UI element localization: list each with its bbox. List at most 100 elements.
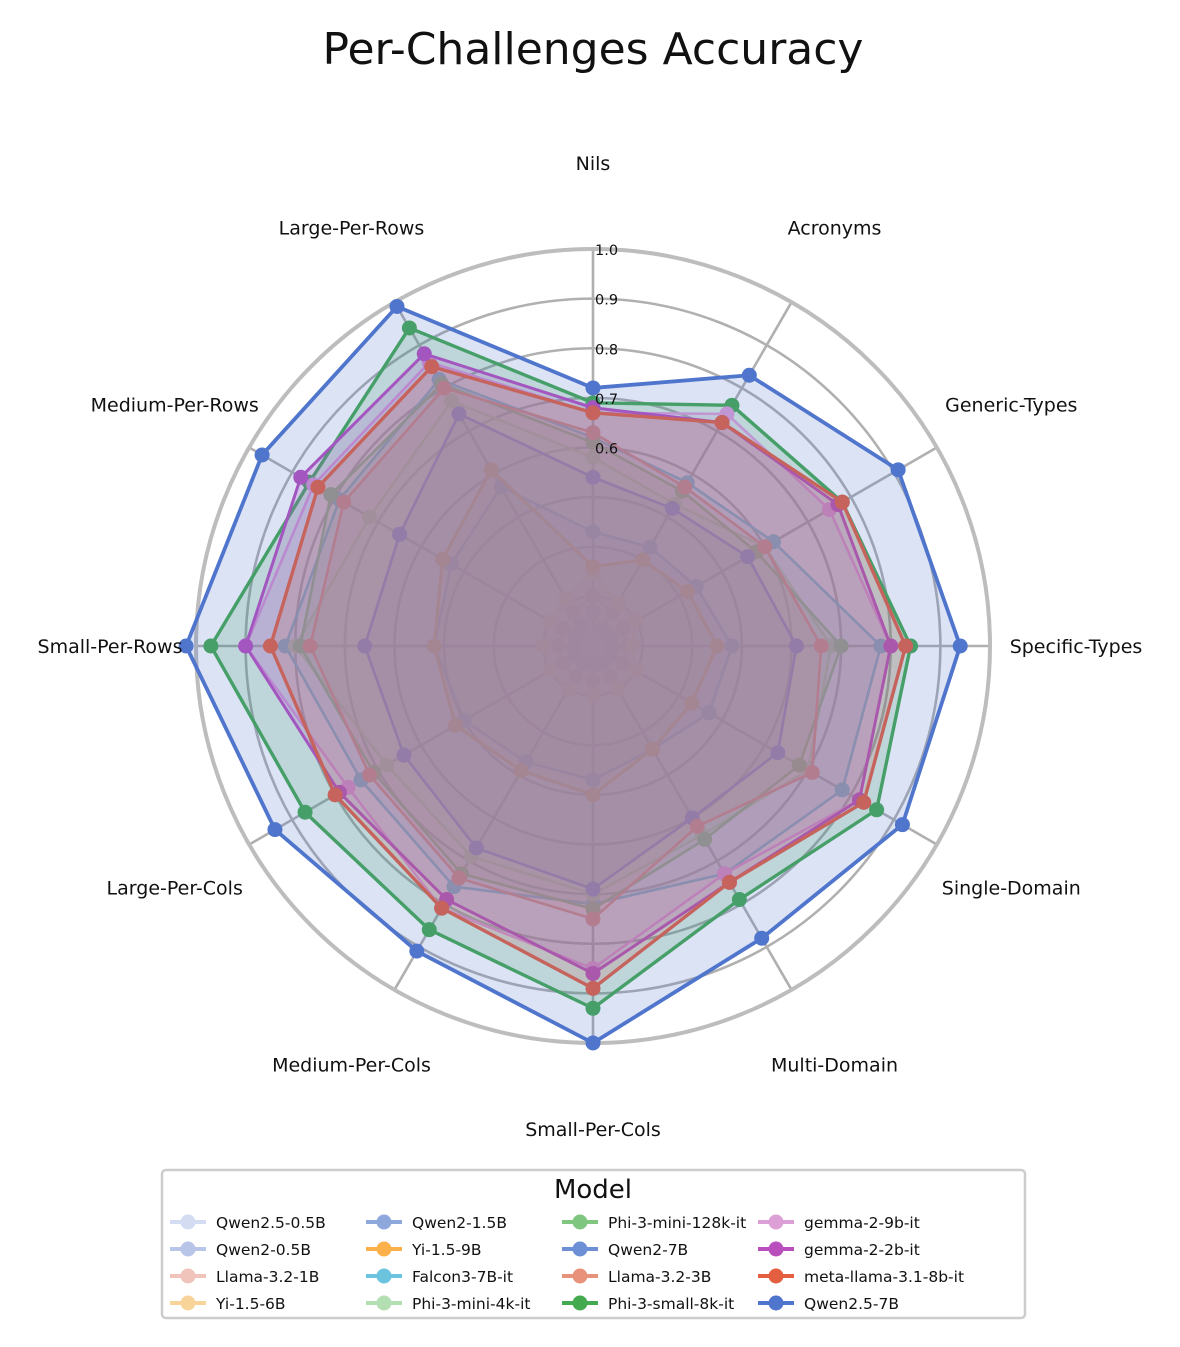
data-point-Acronyms [714, 415, 730, 431]
data-point-Small-Per-Cols [585, 688, 601, 704]
data-point-Multi-Domain [645, 741, 661, 757]
data-point-Large-Per-Rows [444, 393, 460, 409]
data-point-Large-Per-Cols [267, 822, 283, 838]
data-point-Multi-Domain [754, 930, 770, 946]
legend-title: Model [554, 1175, 632, 1205]
data-point-Single-Domain [770, 745, 786, 761]
data-point-Small-Per-Rows [426, 638, 442, 654]
legend-swatch-marker [572, 1214, 588, 1230]
legend-label: Qwen2-1.5B [412, 1214, 507, 1232]
data-point-Medium-Per-Cols [568, 668, 584, 684]
legend-label: Phi-3-mini-4k-it [412, 1295, 530, 1313]
data-point-Small-Per-Cols [585, 980, 601, 996]
category-label: Multi-Domain [771, 1054, 898, 1076]
data-point-Single-Domain [615, 655, 631, 671]
data-point-Large-Per-Rows [565, 604, 581, 620]
data-point-Nils [585, 588, 601, 604]
legend-label: Qwen2.5-7B [804, 1295, 899, 1313]
category-label: Medium-Per-Rows [91, 395, 259, 417]
data-point-Small-Per-Rows [535, 638, 551, 654]
data-point-Large-Per-Cols [542, 663, 558, 679]
data-point-Large-Per-Cols [297, 804, 313, 820]
data-point-Specific-Types [952, 638, 968, 654]
data-point-Nils [585, 559, 601, 575]
category-label: Small-Per-Rows [38, 636, 183, 658]
data-point-Small-Per-Cols [585, 966, 601, 982]
data-point-Medium-Per-Rows [310, 479, 326, 495]
data-point-Single-Domain [701, 705, 717, 721]
data-point-Generic-Types [890, 462, 906, 478]
legend-swatch-marker [180, 1214, 196, 1230]
series-fill [364, 413, 797, 890]
legend-swatch-marker [376, 1214, 392, 1230]
series-fill [285, 379, 881, 905]
data-point-Medium-Per-Rows [435, 551, 451, 567]
data-point-Acronyms [664, 500, 680, 516]
data-point-Large-Per-Rows [451, 406, 467, 422]
data-point-Specific-Types [709, 638, 725, 654]
tick-label: 0.7 [595, 392, 618, 408]
data-point-Nils [585, 603, 601, 619]
tick-label: 1.0 [595, 243, 618, 259]
legend-swatch-marker [768, 1241, 784, 1257]
data-point-Single-Domain [869, 802, 885, 818]
data-point-Small-Per-Rows [262, 638, 278, 654]
data-point-Small-Per-Rows [302, 638, 318, 654]
category-label: Acronyms [788, 218, 882, 240]
tick-label: 0.6 [595, 442, 618, 458]
data-point-Specific-Types [883, 638, 899, 654]
series-fill [245, 353, 891, 974]
data-point-Generic-Types [615, 621, 631, 637]
category-label: Single-Domain [942, 878, 1081, 900]
data-point-Medium-Per-Rows [254, 447, 270, 463]
data-point-Generic-Types [628, 613, 644, 629]
legend-frame [160, 1168, 1027, 1320]
data-point-Multi-Domain [610, 681, 626, 697]
legend: Model Qwen2.5-0.5B Qwen2-0.5B Llama-3.2-1B… [160, 1168, 1027, 1320]
data-point-Specific-Types [813, 638, 829, 654]
legend-label: Yi-1.5-9B [411, 1241, 482, 1259]
series-fill [245, 362, 891, 969]
legend-label: Qwen2-0.5B [216, 1241, 311, 1259]
data-point-Medium-Per-Cols [451, 870, 467, 886]
legend-label: Phi-3-mini-128k-it [608, 1214, 746, 1232]
legend-item: Qwen2.5-7B [758, 1295, 899, 1313]
legend-swatch-marker [768, 1268, 784, 1284]
data-point-Multi-Domain [697, 831, 713, 847]
series-meta-llama-3.1-8b-it [262, 359, 914, 996]
data-point-Generic-Types [834, 494, 850, 510]
data-point-Generic-Types [740, 549, 756, 565]
data-point-Small-Per-Rows [203, 638, 219, 654]
legend-item: Qwen2-1.5B [366, 1214, 507, 1232]
data-point-Small-Per-Rows [238, 638, 254, 654]
data-point-Acronyms [610, 595, 626, 611]
data-point-Large-Per-Rows [580, 629, 596, 645]
legend-swatch-marker [376, 1268, 392, 1284]
data-point-Large-Per-Cols [555, 655, 571, 671]
data-point-Large-Per-Rows [436, 380, 452, 396]
legend-label: Phi-3-small-8k-it [608, 1295, 734, 1313]
legend-swatch-marker [768, 1295, 784, 1311]
data-point-Large-Per-Rows [558, 591, 574, 607]
data-point-Large-Per-Rows [483, 462, 499, 478]
data-point-Medium-Per-Rows [323, 487, 339, 503]
data-point-Small-Per-Cols [585, 1000, 601, 1016]
data-point-Single-Domain [684, 695, 700, 711]
legend-item: Falcon3-7B-it [366, 1268, 513, 1286]
data-point-Small-Per-Cols [585, 772, 601, 788]
legend-item: Yi-1.5-6B [170, 1295, 286, 1313]
legend-item: Phi-3-mini-128k-it [562, 1214, 746, 1232]
legend-swatch-marker [180, 1241, 196, 1257]
series-Qwen2-7B [357, 406, 804, 897]
series-fill [310, 388, 822, 919]
category-label: Large-Per-Cols [107, 878, 243, 900]
data-point-Medium-Per-Rows [293, 469, 309, 485]
legend-label: gemma-2-9b-it [804, 1214, 920, 1232]
data-point-Large-Per-Rows [389, 298, 405, 314]
series-fill [434, 469, 718, 795]
legend-swatch-marker [376, 1295, 392, 1311]
category-label: Nils [576, 153, 611, 175]
series-Yi-1.5-9B [426, 462, 725, 803]
legend-swatch-marker [572, 1241, 588, 1257]
